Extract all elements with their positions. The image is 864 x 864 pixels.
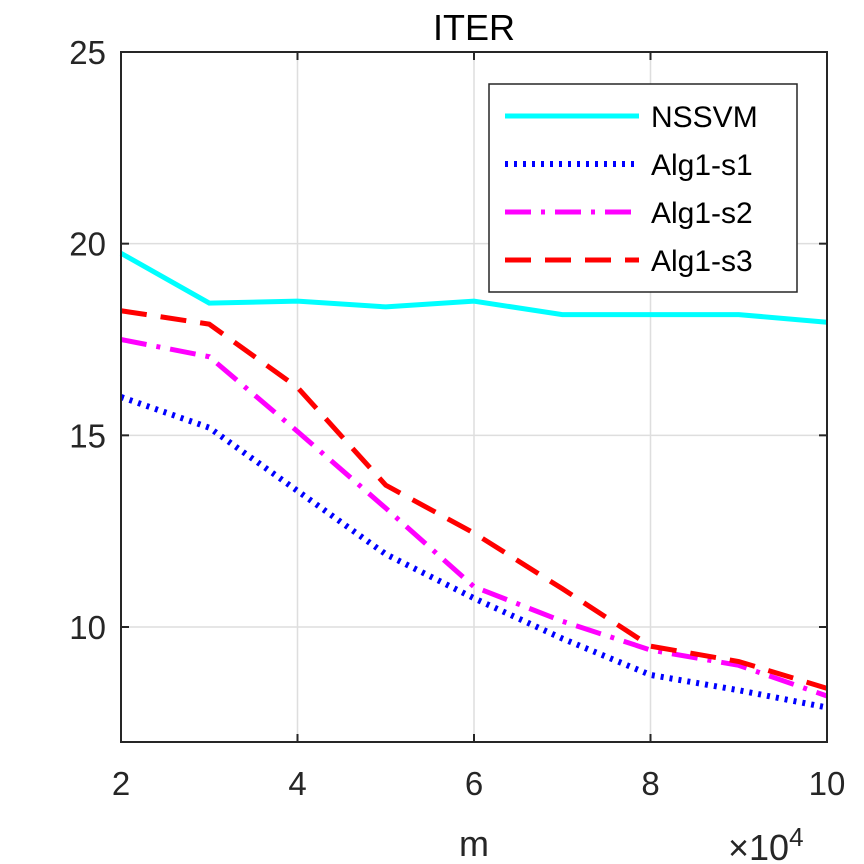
- x-exponent-power: 4: [789, 822, 803, 852]
- legend-box: [488, 83, 798, 293]
- legend-label: NSSVM: [651, 101, 758, 134]
- series-lines: [119, 251, 828, 711]
- x-tick-label: 8: [641, 765, 659, 802]
- y-tick-labels: 10 15 20 25: [69, 34, 106, 646]
- y-tick-label: 25: [69, 34, 106, 71]
- x-tick-label: 10: [809, 765, 846, 802]
- series-line-alg1-s2: [120, 337, 828, 699]
- legend-item-alg1-s2: Alg1-s2: [505, 197, 753, 230]
- legend: NSSVM Alg1-s1 Alg1-s2 Alg1-s3: [488, 83, 798, 293]
- y-tick-label: 10: [69, 609, 106, 646]
- legend-item-nssvm: NSSVM: [505, 101, 758, 134]
- legend-item-alg1-s1: Alg1-s1: [505, 149, 753, 182]
- series-line-nssvm: [119, 251, 828, 325]
- x-exponent-base: ×10: [728, 827, 789, 864]
- legend-label: Alg1-s3: [651, 245, 753, 278]
- series-line-alg1-s3: [120, 308, 828, 691]
- y-tick-label: 20: [69, 226, 106, 263]
- legend-label: Alg1-s1: [651, 149, 753, 182]
- x-tick-label: 4: [288, 765, 306, 802]
- axis-ticks: [120, 51, 828, 742]
- x-tick-label: 2: [112, 765, 130, 802]
- legend-item-alg1-s3: Alg1-s3: [505, 245, 753, 278]
- x-tick-labels: 2 4 6 8 10: [112, 765, 846, 802]
- legend-label: Alg1-s2: [651, 197, 753, 230]
- y-tick-label: 15: [69, 417, 106, 454]
- x-tick-label: 6: [465, 765, 483, 802]
- x-axis-label: m: [459, 823, 489, 864]
- x-axis-exponent: ×104: [728, 822, 804, 864]
- chart-title: ITER: [433, 7, 515, 48]
- legend-items: NSSVM Alg1-s1 Alg1-s2 Alg1-s3: [505, 101, 758, 278]
